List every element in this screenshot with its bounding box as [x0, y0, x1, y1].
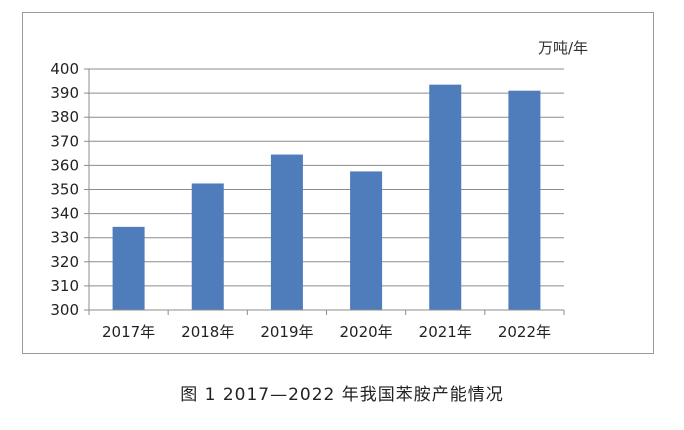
x-tick-label: 2022年	[498, 323, 551, 341]
figure-caption: 图 1 2017—2022 年我国苯胺产能情况	[180, 385, 504, 405]
unit-label: 万吨/年	[538, 39, 588, 57]
bar	[350, 171, 383, 310]
bar	[270, 154, 303, 310]
x-tick-label: 2017年	[102, 323, 155, 341]
y-tick-label: 400	[50, 60, 79, 78]
y-tick-label: 310	[50, 277, 79, 295]
bar	[429, 84, 462, 310]
y-tick-label: 350	[50, 181, 79, 199]
bar-chart: 万吨/年 300 310 320 330 340 350 360 370 380 390 400 2…	[50, 39, 588, 341]
x-tick-label: 2019年	[260, 323, 313, 341]
y-tick-label: 360	[50, 156, 79, 174]
bar	[112, 226, 145, 310]
y-tick-label: 370	[50, 132, 79, 150]
gridlines	[89, 68, 564, 287]
chart-frame: 万吨/年 300 310 320 330 340 350 360 370 380 390 400 2…	[22, 12, 654, 354]
y-tick-label: 340	[50, 205, 79, 223]
x-tick-labels: 2017年 2018年 2019年 2020年 2021年 2022年	[102, 323, 551, 341]
x-tick-label: 2020年	[339, 323, 392, 341]
y-tick-label: 330	[50, 229, 79, 247]
y-tick-label: 300	[50, 301, 79, 319]
y-tick-label: 390	[50, 84, 79, 102]
x-tick-label: 2018年	[181, 323, 234, 341]
x-tick-label: 2021年	[419, 323, 472, 341]
axes	[84, 68, 565, 315]
bar	[191, 183, 224, 310]
bars	[112, 84, 541, 310]
y-tick-label: 380	[50, 108, 79, 126]
y-tick-label: 320	[50, 253, 79, 271]
bar	[508, 90, 541, 310]
y-tick-labels: 300 310 320 330 340 350 360 370 380 390 400	[50, 60, 79, 319]
